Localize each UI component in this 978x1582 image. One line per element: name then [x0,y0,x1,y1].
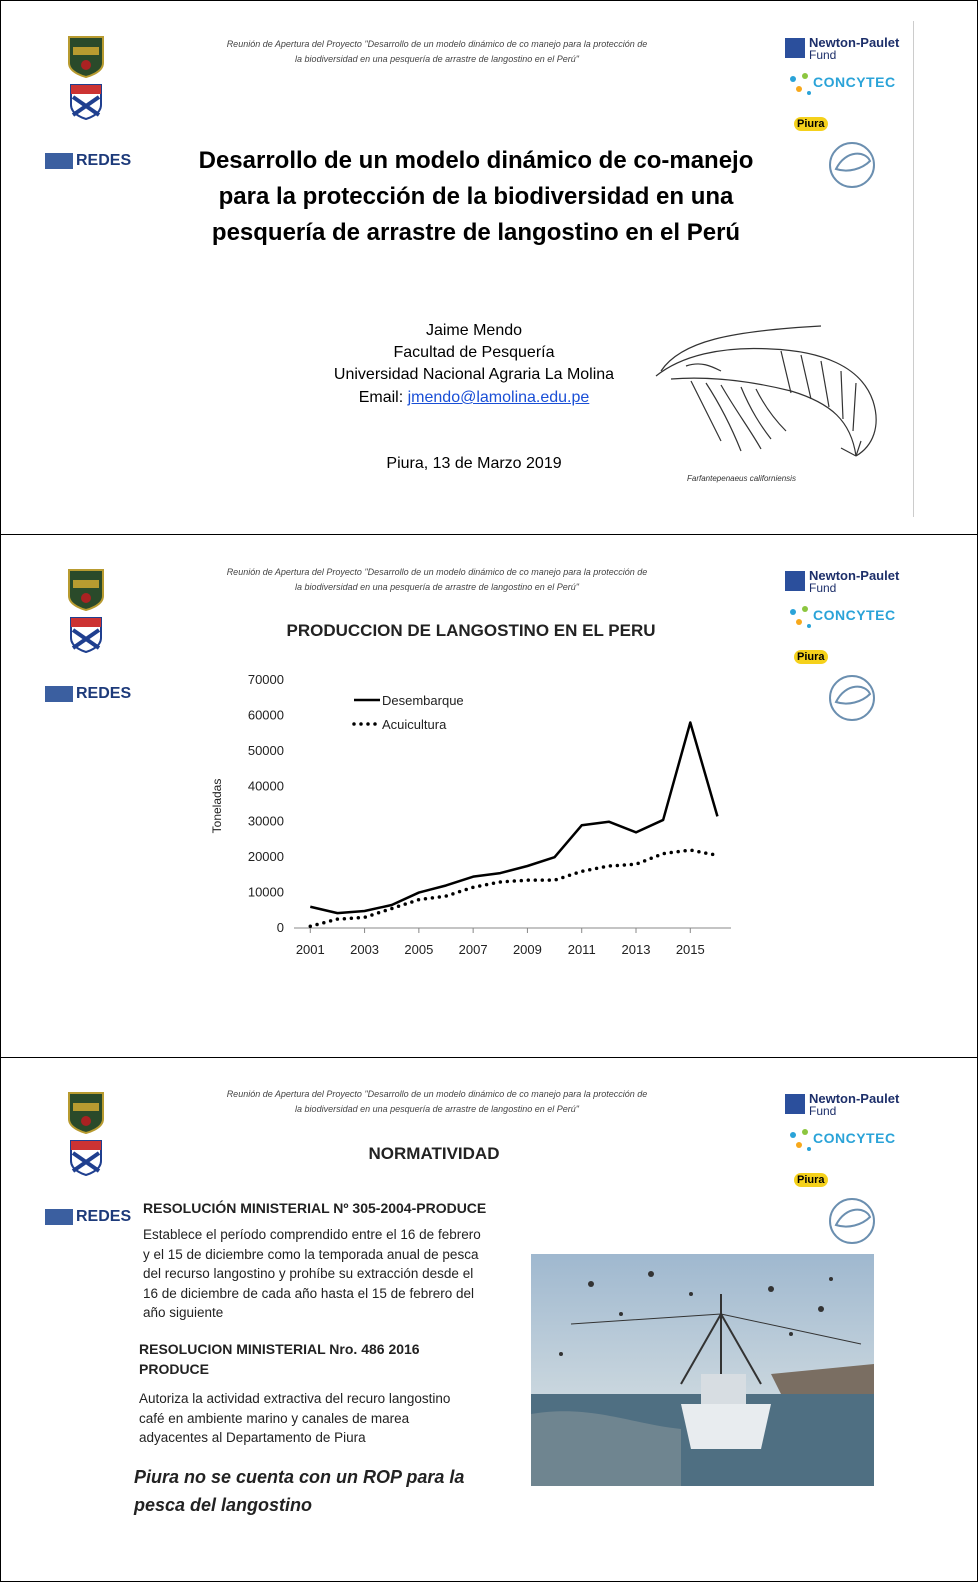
author: Facultad de Pesquería [393,344,555,361]
y-axis-label: Toneladas [210,779,224,834]
header-line: la biodiversidad en una pesquería de arr… [295,582,579,592]
slide-edge [913,21,914,517]
chart-title: PRODUCCION DE LANGOSTINO EN EL PERU [287,621,656,640]
y-tick-label: 30000 [248,814,284,829]
x-tick-label: 2005 [404,942,433,957]
fish-logo [829,142,875,188]
slide-divider [1,534,977,535]
logo-text: CONCYTEC [813,607,896,623]
slide: Reunión de Apertura del Proyecto "Desarr… [1,1,977,534]
legend-label: Acuicultura [382,717,447,732]
note: Piura no se cuenta con un ROP para la pe… [134,1467,465,1515]
y-tick-label: 20000 [248,849,284,864]
redes-logo: REDES [45,1208,131,1226]
slide-divider [1,1057,977,1058]
logo-text: CONCYTEC [813,74,896,90]
shrimp-drawing [655,325,877,457]
logo-text: CONCYTEC [813,1130,896,1146]
series-line [309,721,719,915]
x-tick-label: 2015 [676,942,705,957]
logo-text: Fund [809,1104,837,1118]
y-tick-label: 10000 [248,885,284,900]
x-tick-label: 2001 [296,942,325,957]
x-tick-label: 2009 [513,942,542,957]
fish-logo [829,1198,875,1244]
fish-logo [829,675,875,721]
piura-logo: Piura [794,117,828,131]
university-crests [68,36,104,121]
header-line: Reunión de Apertura del Proyecto "Desarr… [226,39,648,49]
logo-text: REDES [76,685,132,702]
item-heading: RESOLUCION MINISTERIAL Nro. 486 2016 PRO… [139,1341,420,1377]
x-tick-label: 2013 [622,942,651,957]
date: Piura, 13 de Marzo 2019 [386,455,562,472]
series-line [308,848,720,928]
caption: Farfantepenaeus californiensis [687,474,796,483]
university-crests [68,1092,104,1177]
item-text: Establece el período comprendido entre e… [143,1227,481,1320]
legend-label: Desembarque [382,693,464,708]
title: Desarrollo de un modelo dinámico de co-m… [198,147,754,174]
redes-logo: REDES [45,685,131,703]
header-line: la biodiversidad en una pesquería de arr… [295,1104,579,1114]
y-tick-label: 40000 [248,778,284,793]
item-heading: RESOLUCIÓN MINISTERIAL Nº 305-2004-PRODU… [143,1200,487,1216]
redes-logo: REDES [45,152,131,170]
y-tick-label: 70000 [248,672,284,687]
y-tick-label: 0 [277,920,284,935]
y-tick-label: 50000 [248,743,284,758]
x-tick-label: 2003 [350,942,379,957]
piura-logo: Piura [794,1173,828,1187]
logo-text: Newton-Paulet [809,35,900,50]
email-label: Email: [358,389,404,406]
header-line: la biodiversidad en una pesquería de arr… [295,54,579,64]
chart: PRODUCCION DE LANGOSTINO EN EL PERU Tone… [210,621,731,957]
university-crests [68,569,104,654]
logo-text: Newton-Paulet [809,568,900,583]
x-tick-label: 2007 [459,942,488,957]
header-line: Reunión de Apertura del Proyecto "Desarr… [226,1089,648,1099]
logo-text: Fund [809,48,837,62]
x-tick-label: 2011 [568,942,596,957]
item-text: Autoriza la actividad extractiva del rec… [139,1391,451,1445]
logo-text: REDES [76,152,132,169]
slide: Reunión de Apertura del Proyecto "Desarr… [1,534,977,1057]
boat-photo [531,1254,874,1486]
header-line: Reunión de Apertura del Proyecto "Desarr… [226,567,648,577]
author: Jaime Mendo [425,322,523,339]
slide: Reunión de Apertura del Proyecto "Desarr… [1,1057,977,1581]
slide-title: NORMATIVIDAD [368,1144,500,1163]
piura-logo: Piura [794,650,828,664]
logo-text: REDES [76,1208,132,1225]
title: para la protección de la biodiversidad e… [218,183,734,210]
author: Universidad Nacional Agraria La Molina [333,366,615,383]
email-link[interactable]: jmendo@lamolina.edu.pe [407,389,590,406]
logo-text: Fund [809,581,837,595]
title: pesquería de arrastre de langostino en e… [211,219,741,246]
logo-text: Newton-Paulet [809,1091,900,1106]
y-tick-label: 60000 [248,707,284,722]
email-line: Email: jmendo@lamolina.edu.pe [274,389,674,407]
